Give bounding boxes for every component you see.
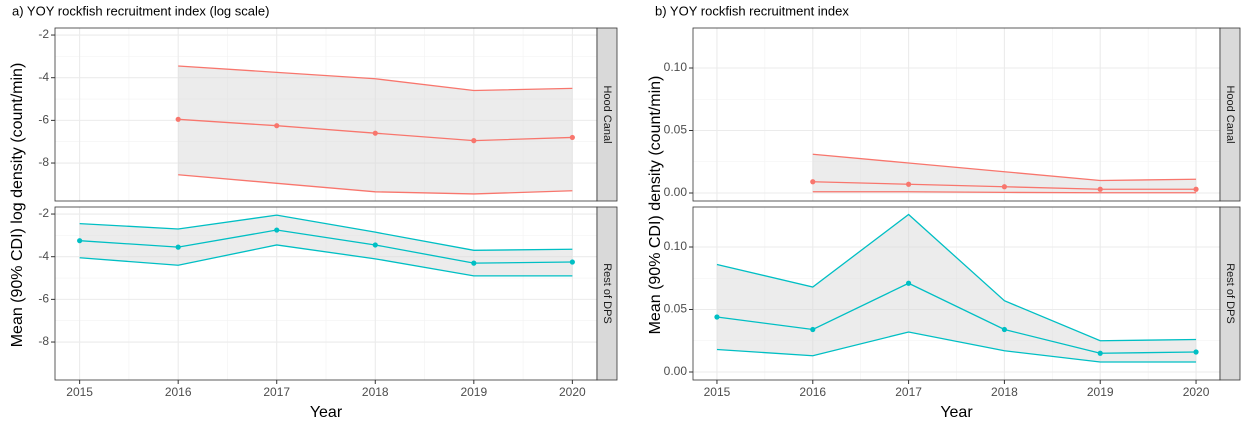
ci-ribbon	[79, 215, 573, 276]
x-tick-label: 2015	[66, 385, 93, 399]
y-tick-label: -6	[38, 113, 49, 127]
mean-point	[905, 181, 912, 187]
y-tick-label: -4	[38, 249, 49, 263]
y-tick-label: -8	[38, 334, 49, 348]
mean-point	[569, 134, 575, 141]
x-tick-label: 2019	[1087, 385, 1114, 399]
mean-point	[175, 116, 181, 122]
mean-point	[1001, 326, 1008, 333]
mean-point	[471, 260, 477, 266]
mean-point	[274, 123, 280, 129]
facet-strip	[596, 206, 618, 381]
y-tick-label: -8	[38, 155, 49, 169]
mean-point	[175, 244, 181, 250]
x-tick-label: 2015	[704, 385, 731, 399]
y-tick-label: 0.05	[664, 302, 688, 316]
x-tick-label: 2017	[895, 385, 922, 399]
x-axis-label: Year	[310, 404, 343, 421]
y-tick-label: 0.10	[664, 60, 688, 74]
mean-point	[569, 259, 575, 265]
ci-ribbon	[716, 214, 1197, 362]
lower-line	[79, 244, 573, 277]
mean-point	[1001, 184, 1008, 190]
y-tick-label: -2	[38, 27, 49, 41]
mean-point	[274, 227, 280, 233]
upper-line	[716, 213, 1197, 342]
y-tick-label: -6	[38, 292, 49, 306]
mean-point	[77, 238, 83, 244]
mean-point	[1193, 186, 1199, 192]
upper-line	[178, 65, 573, 92]
x-tick-label: 2018	[991, 385, 1018, 399]
mean-point	[372, 130, 378, 136]
x-tick-label: 2018	[362, 385, 389, 399]
y-tick-label: 0.10	[664, 239, 688, 253]
x-tick-label: 2020	[559, 385, 586, 399]
mean-point	[714, 314, 720, 320]
chart-title: b) YOY rockfish recruitment index	[655, 3, 849, 18]
lower-line	[716, 331, 1197, 363]
y-tick-label: 0.00	[664, 185, 688, 199]
chart-title: a) YOY rockfish recruitment index (log s…	[12, 3, 269, 18]
x-axis-label: Year	[940, 404, 973, 421]
mean-point	[810, 179, 816, 185]
x-tick-label: 2016	[165, 385, 192, 399]
facet-label: Rest of DPS	[1224, 263, 1236, 324]
facet-label: Hood Canal	[1224, 85, 1236, 143]
mean-line	[716, 282, 1197, 354]
y-tick-label: 0.00	[664, 364, 688, 378]
upper-line	[812, 153, 1197, 182]
upper-line	[79, 214, 573, 251]
y-axis-label: Mean (90% CDI) density (count/min)	[647, 76, 664, 335]
facet-label: Rest of DPS	[601, 263, 613, 324]
facet-label: Hood Canal	[601, 85, 613, 143]
mean-point	[372, 242, 378, 248]
facet-strip	[596, 27, 618, 202]
facet-strip	[1219, 27, 1241, 202]
lower-line	[178, 174, 573, 195]
mean-point	[1097, 350, 1103, 356]
y-axis-label: Mean (90% CDI) log density (count/min)	[9, 63, 26, 348]
x-tick-label: 2017	[263, 385, 290, 399]
lower-line	[812, 191, 1197, 194]
mean-point	[1193, 349, 1199, 355]
mean-point	[471, 138, 477, 144]
x-tick-label: 2020	[1183, 385, 1210, 399]
x-tick-label: 2016	[799, 385, 826, 399]
ci-ribbon	[178, 65, 573, 194]
y-tick-label: 0.05	[664, 123, 688, 137]
y-tick-label: -4	[38, 70, 49, 84]
x-tick-label: 2019	[460, 385, 487, 399]
mean-point	[905, 280, 912, 286]
facet-strip	[1219, 206, 1241, 381]
mean-line	[79, 229, 573, 264]
mean-point	[1097, 186, 1103, 192]
mean-point	[810, 326, 816, 333]
y-tick-label: -2	[38, 206, 49, 220]
